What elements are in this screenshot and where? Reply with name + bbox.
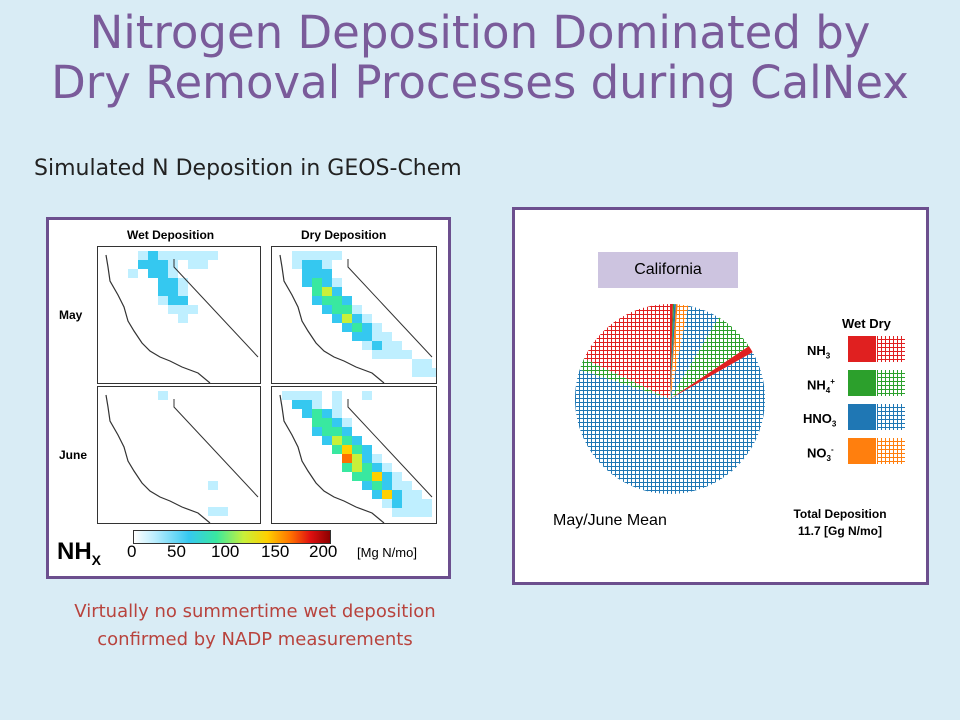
- colorbar-tick: 200: [309, 542, 338, 561]
- legend-header: Wet Dry: [842, 316, 891, 331]
- pie-chart: [574, 304, 765, 494]
- legend-swatch-dry: [877, 438, 905, 464]
- map-june-dry: [271, 386, 437, 524]
- slide-title: Nitrogen Deposition Dominated by Dry Rem…: [0, 8, 960, 108]
- legend-swatch-wet: [848, 336, 876, 362]
- legend-swatch-wet: [848, 404, 876, 430]
- map-graphic: [279, 251, 436, 383]
- colorbar: [133, 530, 331, 544]
- map-may-wet: [97, 246, 261, 384]
- row-label-may: May: [59, 308, 83, 322]
- colorbar-tick: 50: [167, 542, 186, 561]
- map-graphic: [279, 391, 433, 523]
- legend-swatch-dry: [877, 336, 905, 362]
- deposition-maps-panel: Wet Deposition Dry Deposition May June N…: [46, 217, 451, 579]
- legend-label: NH3: [807, 343, 831, 361]
- colorbar-tick: 0: [127, 542, 137, 561]
- pie-slice-NH3-dry: [584, 304, 670, 399]
- map-graphic: [105, 251, 259, 383]
- pie-chart-panel: California May/June Mean Wet Dry Total D…: [512, 207, 929, 585]
- pie-slice-NH4-dry: [670, 317, 749, 399]
- legend-label: HNO3: [803, 411, 837, 429]
- pie-slice-NH4-wet: [670, 304, 675, 399]
- legend-swatch-dry: [877, 404, 905, 430]
- legend-swatch-dry: [877, 370, 905, 396]
- pie-slice-NO3-wet: [670, 304, 678, 399]
- pie-slice-NH4-dry: [579, 358, 670, 399]
- total-line-2: 11.7 [Gg N/mo]: [797, 524, 883, 538]
- pie-slice-HNO3-dry: [670, 305, 719, 399]
- caption-line-1: Virtually no summertime wet deposition: [74, 601, 436, 622]
- map-graphic: [105, 391, 259, 523]
- map-may-dry: [271, 246, 437, 384]
- pie-slice-NH3-wet: [670, 346, 753, 399]
- pie-slice-HNO3-dry: [574, 352, 765, 494]
- total-deposition: Total Deposition 11.7 [Gg N/mo]: [765, 506, 915, 540]
- slide-subtitle: Simulated N Deposition in GEOS-Chem: [34, 156, 462, 181]
- chart-title: California: [598, 252, 738, 288]
- species-label: NHX: [57, 538, 102, 568]
- total-line-1: Total Deposition: [793, 507, 887, 521]
- pie-slice-HNO3-wet: [670, 304, 676, 399]
- colorbar-tick: 150: [261, 542, 290, 561]
- legend-swatch-wet: [848, 370, 876, 396]
- colorbar-unit: [Mg N/mo]: [357, 545, 417, 560]
- legend-label: NH4+: [807, 377, 835, 395]
- legend-label: NO3-: [807, 445, 834, 463]
- legend-swatch-wet: [848, 438, 876, 464]
- pie-slice-NO3-dry: [670, 304, 689, 399]
- col-label-dry: Dry Deposition: [301, 228, 387, 242]
- caption-line-2: confirmed by NADP measurements: [97, 629, 413, 650]
- chart-subtitle: May/June Mean: [553, 512, 667, 529]
- map-june-wet: [97, 386, 261, 524]
- col-label-wet: Wet Deposition: [127, 228, 215, 242]
- pie-slice-NH3-wet: [670, 304, 673, 399]
- title-line-2: Dry Removal Processes during CalNex: [51, 56, 909, 109]
- title-line-1: Nitrogen Deposition Dominated by: [89, 6, 871, 59]
- row-label-june: June: [59, 448, 88, 462]
- colorbar-tick: 100: [211, 542, 240, 561]
